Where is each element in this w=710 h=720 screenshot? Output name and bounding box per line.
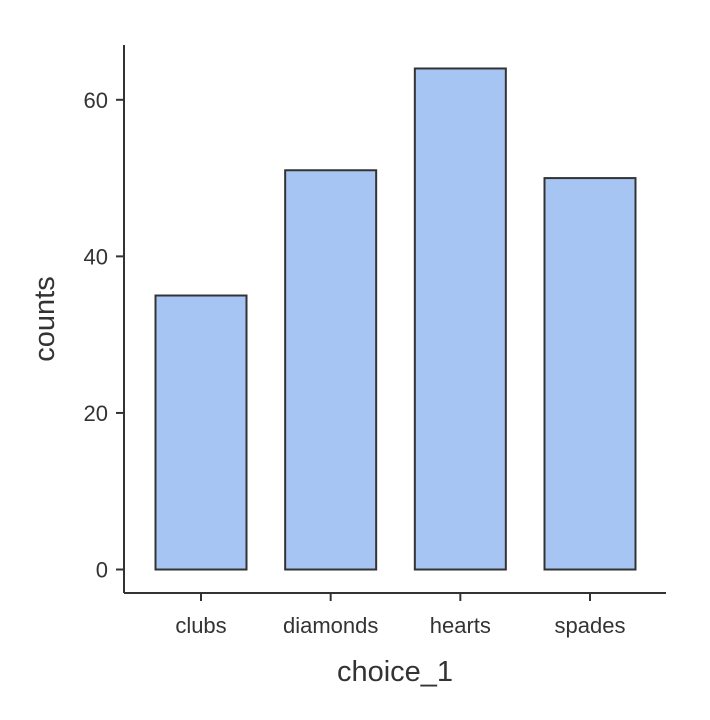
y-tick-label: 0 — [96, 558, 108, 583]
bar-clubs — [154, 294, 248, 571]
bar-hearts — [413, 67, 507, 571]
x-tick-label-hearts: hearts — [430, 613, 491, 638]
x-tick-label-clubs: clubs — [175, 613, 226, 638]
y-axis-ticks: 0 20 40 60 — [84, 88, 124, 583]
y-tick-label: 20 — [84, 401, 108, 426]
bar-diamonds — [284, 169, 378, 571]
y-tick-label: 40 — [84, 244, 108, 269]
x-tick-label-spades: spades — [555, 613, 626, 638]
bars-group — [154, 67, 637, 571]
x-axis-title: choice_1 — [337, 656, 453, 688]
x-axis-ticks: clubs diamonds hearts spades — [175, 593, 625, 638]
bar-spades — [543, 177, 637, 571]
x-tick-label-diamonds: diamonds — [283, 613, 378, 638]
y-axis-title: counts — [29, 276, 61, 361]
y-tick-label: 60 — [84, 88, 108, 113]
